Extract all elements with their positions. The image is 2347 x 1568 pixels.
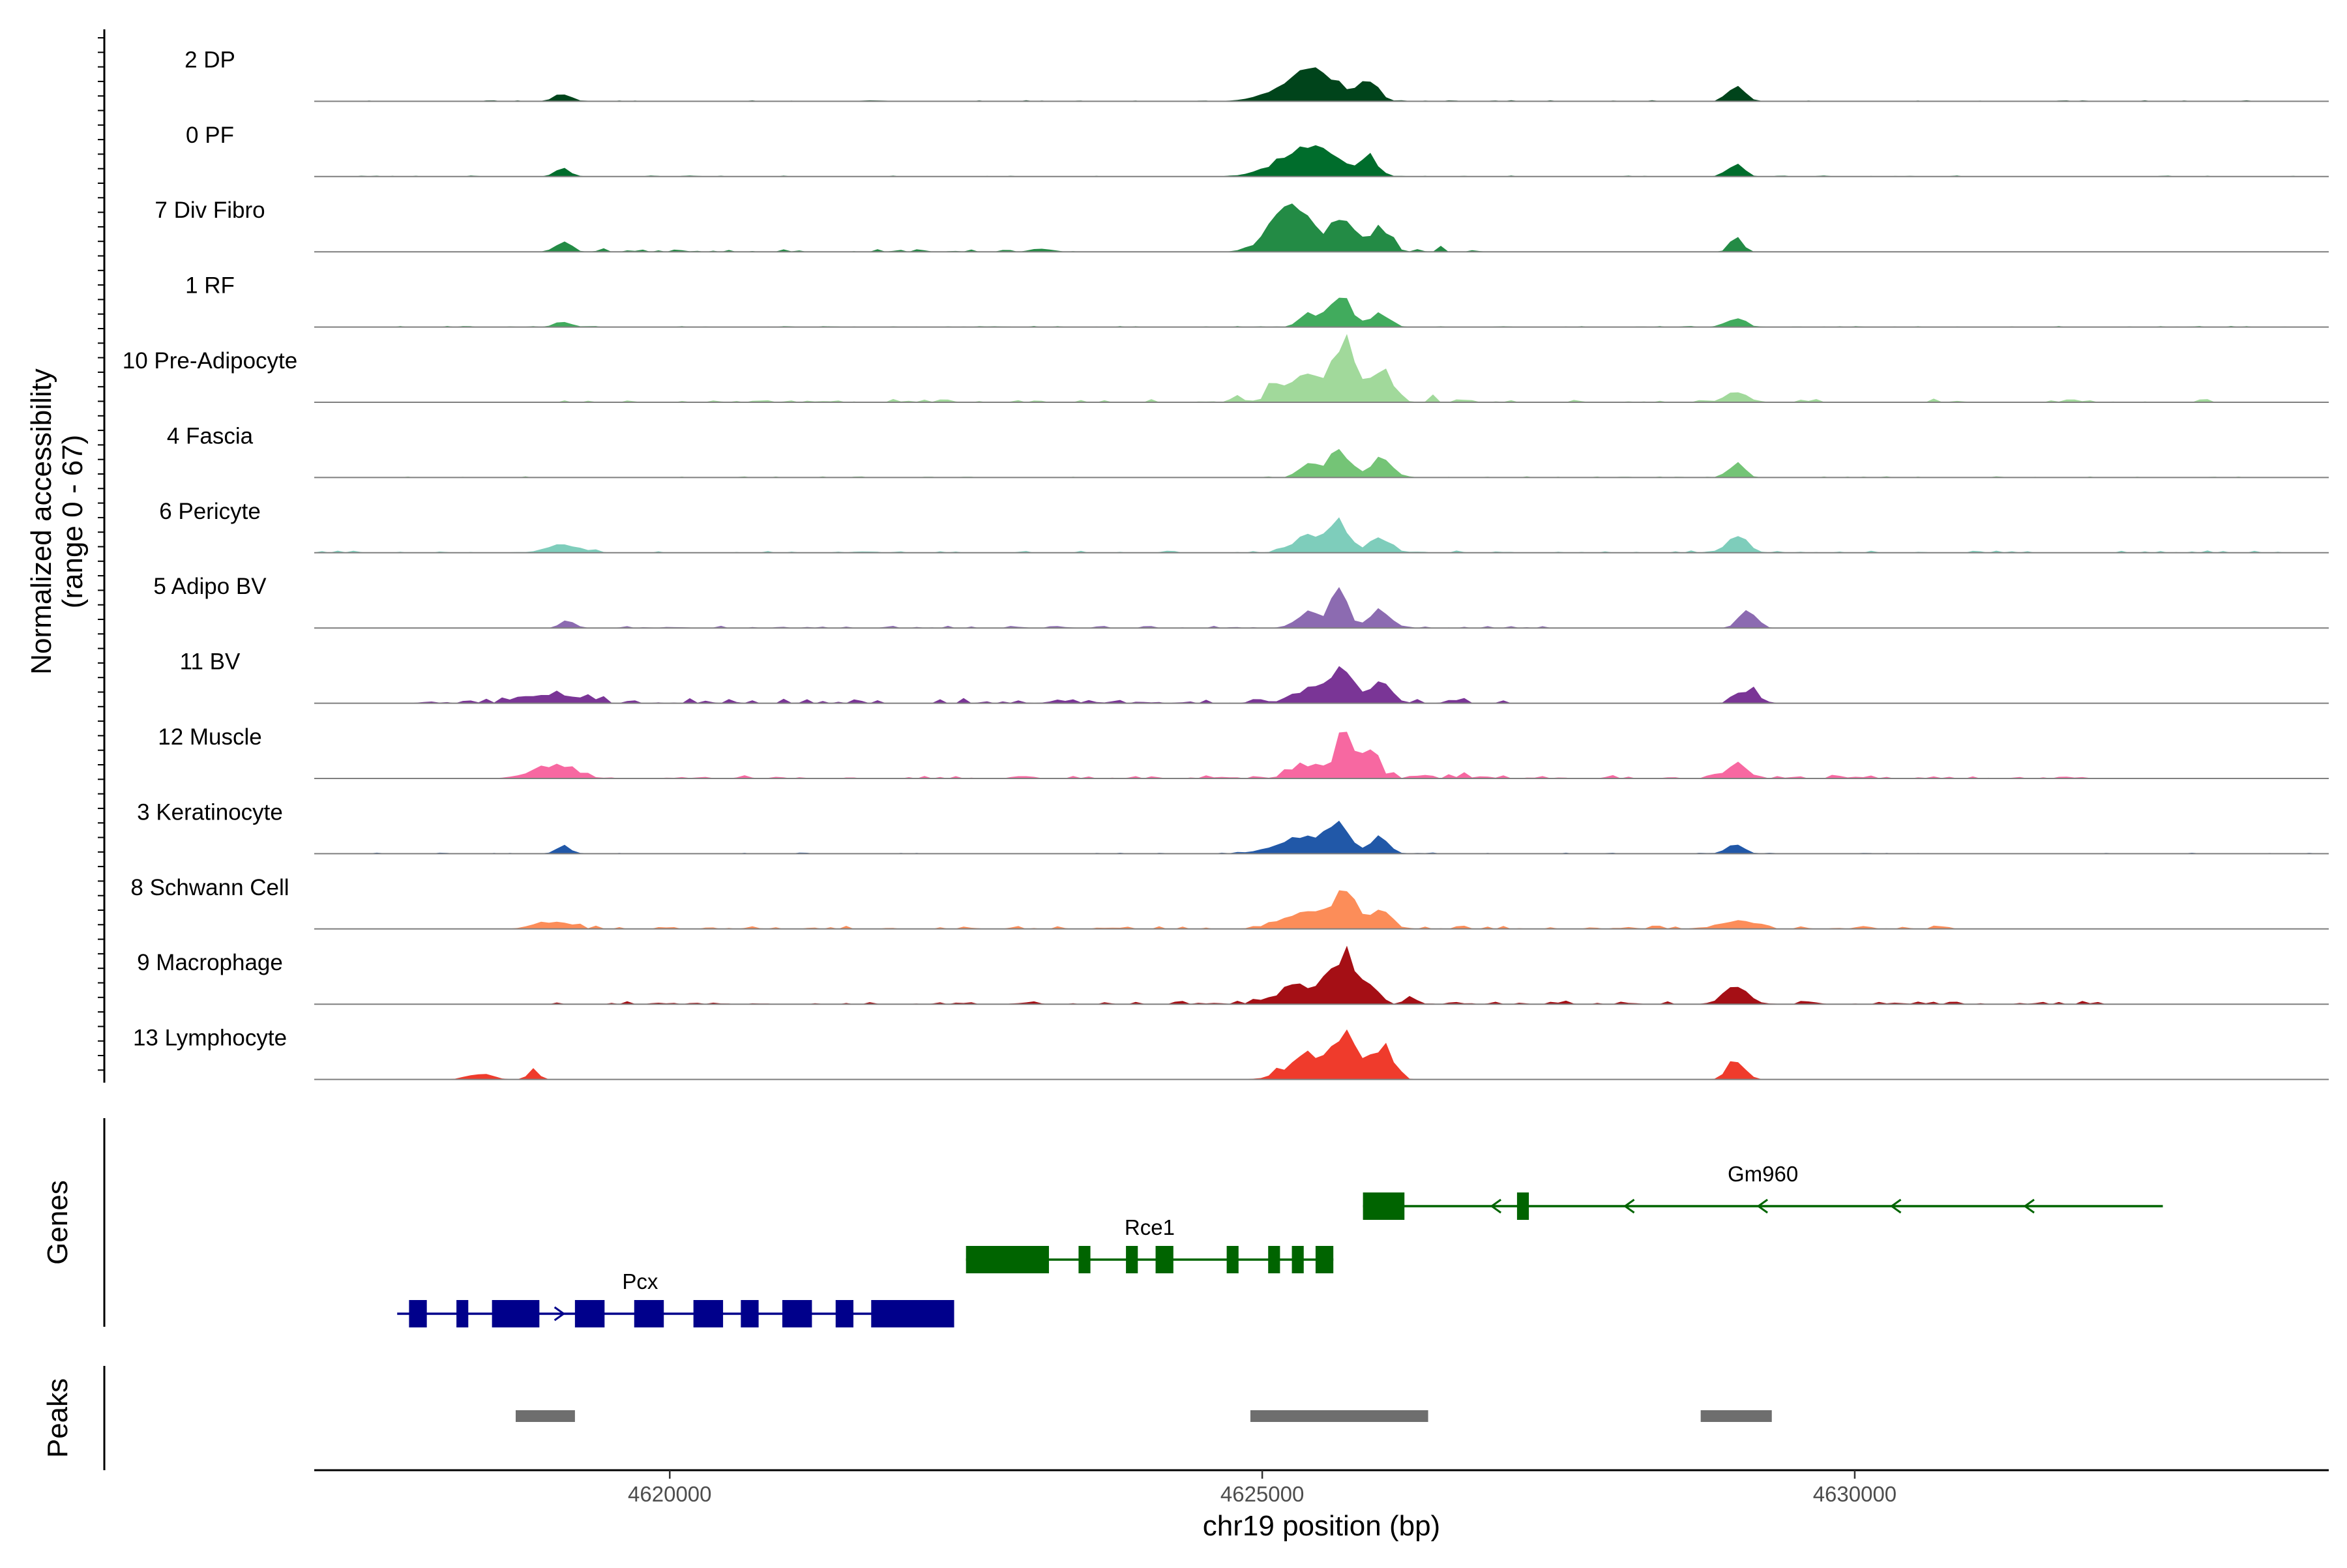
x-tick-label: 4630000 (1813, 1482, 1897, 1506)
x-tick-label: 4625000 (1220, 1482, 1304, 1506)
coverage-area-5-adipo-bv (314, 587, 2329, 629)
gene-exon (1155, 1246, 1174, 1273)
gene-exon (1078, 1246, 1091, 1273)
coverage-area-13-lymphocyte (314, 1029, 2329, 1080)
gene-exon (634, 1300, 664, 1327)
peaks-panel-title: Peaks (42, 1378, 74, 1458)
coverage-area-10-pre-adipocyte (314, 334, 2329, 402)
coverage-area-0-pf (314, 145, 2329, 177)
track-label: 0 PF (186, 123, 234, 148)
track-label: 5 Adipo BV (153, 574, 267, 599)
track-12-muscle: 12 Muscle (158, 724, 2329, 779)
track-10-pre-adipocyte: 10 Pre-Adipocyte (123, 334, 2329, 403)
track-13-lymphocyte: 13 Lymphocyte (133, 1026, 2329, 1080)
y-axis-title: Normalized accessibility (25, 368, 57, 674)
gene-rce1: Rce1 (966, 1215, 1334, 1273)
track-7-div-fibro: 7 Div Fibro (155, 198, 2329, 253)
gene-exon (871, 1300, 954, 1327)
track-label: 6 Pericyte (159, 499, 261, 524)
coverage-area-8-schwann-cell (314, 890, 2329, 929)
x-axis-title: chr19 position (bp) (1203, 1510, 1440, 1542)
track-11-bv: 11 BV (180, 649, 2329, 704)
strand-arrow (554, 1306, 566, 1322)
peaks-panel (516, 1410, 1772, 1422)
track-8-schwann-cell: 8 Schwann Cell (130, 875, 2329, 930)
coverage-area-4-fascia (314, 449, 2329, 478)
coverage-area-11-bv (314, 666, 2329, 703)
peak-region (1250, 1410, 1428, 1422)
strand-arrow (1623, 1198, 1635, 1214)
y-axis-range: (range 0 - 67) (57, 435, 89, 609)
gene-exon (1363, 1192, 1405, 1220)
gene-exon (574, 1300, 605, 1327)
gene-label: Gm960 (1728, 1162, 1798, 1186)
gene-exon (1516, 1192, 1529, 1220)
gene-label: Pcx (622, 1269, 658, 1294)
track-label: 8 Schwann Cell (130, 875, 289, 900)
track-9-macrophage: 9 Macrophage (137, 945, 2329, 1005)
gene-exon (1268, 1246, 1280, 1273)
track-4-fascia: 4 Fascia (167, 423, 2329, 479)
track-label: 12 Muscle (158, 724, 262, 750)
x-axis: 4620000 4625000 4630000 (314, 1469, 2329, 1506)
track-label: 11 BV (180, 649, 241, 675)
track-label: 4 Fascia (167, 423, 254, 449)
coverage-area-12-muscle (314, 732, 2329, 778)
peak-region (1700, 1410, 1772, 1422)
coverage-area-3-keratinocyte (314, 820, 2329, 854)
gene-exon (966, 1246, 1049, 1273)
track-label: 3 Keratinocyte (137, 799, 283, 825)
gene-exon (409, 1300, 427, 1327)
gene-exon (782, 1300, 812, 1327)
track-label: 9 Macrophage (137, 950, 283, 975)
gene-pcx: Pcx (397, 1269, 954, 1327)
coverage-y-axis (98, 29, 106, 1083)
coverage-area-6-pericyte (314, 517, 2329, 553)
track-0-pf: 0 PF (186, 123, 2329, 177)
track-label: 1 RF (185, 273, 235, 299)
gene-exon (1226, 1246, 1239, 1273)
coverage-area-9-macrophage (314, 945, 2329, 1005)
track-5-adipo-bv: 5 Adipo BV (153, 574, 2329, 629)
genes-panel: Pcx Rce1 Gm960 (397, 1162, 2163, 1327)
x-tick-label: 4620000 (628, 1482, 711, 1506)
gene-exon (492, 1300, 540, 1327)
track-label: 13 Lymphocyte (133, 1026, 287, 1051)
coverage-area-1-rf (314, 297, 2329, 327)
track-label: 7 Div Fibro (155, 198, 265, 223)
track-label: 2 DP (185, 47, 235, 72)
track-3-keratinocyte: 3 Keratinocyte (137, 799, 2329, 855)
gene-exon (835, 1300, 854, 1327)
gene-exon (456, 1300, 469, 1327)
gene-exon (741, 1300, 759, 1327)
strand-arrow (1889, 1198, 1902, 1214)
gene-exon (1292, 1246, 1304, 1273)
genes-panel-title: Genes (42, 1180, 74, 1265)
coverage-tracks: 2 DP 0 PF 7 Div Fibro 1 RF 10 Pre-Adipocyte 4… (123, 47, 2329, 1080)
gene-label: Rce1 (1125, 1215, 1175, 1239)
coverage-area-7-div-fibro (314, 203, 2329, 252)
strand-arrow (2023, 1198, 2035, 1214)
strand-arrow (1756, 1198, 1768, 1214)
track-6-pericyte: 6 Pericyte (159, 499, 2329, 554)
gene-exon (693, 1300, 724, 1327)
peak-region (516, 1410, 575, 1422)
track-2-dp: 2 DP (185, 47, 2329, 102)
track-1-rf: 1 RF (185, 273, 2329, 328)
coverage-area-2-dp (314, 67, 2329, 102)
gene-gm960: Gm960 (1363, 1162, 2163, 1220)
track-label: 10 Pre-Adipocyte (123, 348, 297, 374)
strand-arrow (1490, 1198, 1501, 1214)
gene-exon (1126, 1246, 1138, 1273)
gene-exon (1315, 1246, 1334, 1273)
